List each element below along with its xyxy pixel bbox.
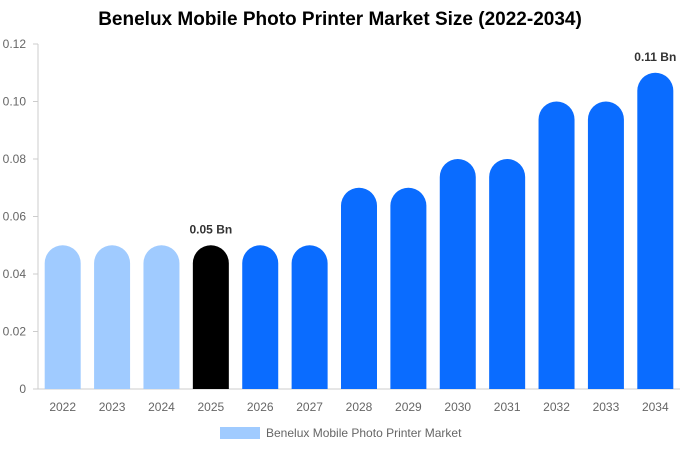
- x-tick-label: 2034: [642, 400, 669, 414]
- x-tick-label: 2031: [494, 400, 521, 414]
- y-tick-label: 0.06: [3, 210, 27, 224]
- bar: [538, 101, 575, 389]
- x-tick-label: 2023: [99, 400, 126, 414]
- bar: [44, 245, 81, 389]
- x-tick-label: 2033: [593, 400, 620, 414]
- x-tick-label: 2029: [395, 400, 422, 414]
- bar: [587, 101, 624, 389]
- x-tick-label: 2024: [148, 400, 175, 414]
- bar: [94, 245, 131, 389]
- chart-title: Benelux Mobile Photo Printer Market Size…: [98, 9, 582, 30]
- bar: [291, 245, 328, 389]
- y-tick-label: 0.04: [3, 267, 27, 281]
- legend: Benelux Mobile Photo Printer Market: [220, 426, 461, 440]
- x-tick-label: 2032: [543, 400, 570, 414]
- y-tick-label: 0: [19, 382, 26, 396]
- x-tick-label: 2028: [346, 400, 373, 414]
- bar: [489, 158, 526, 389]
- bar: [143, 245, 180, 389]
- y-tick-label: 0.02: [3, 325, 27, 339]
- y-tick-label: 0.08: [3, 152, 27, 166]
- x-tick-label: 2030: [444, 400, 471, 414]
- bar: [390, 187, 427, 389]
- x-tick-label: 2027: [296, 400, 323, 414]
- legend-label: Benelux Mobile Photo Printer Market: [266, 426, 462, 440]
- y-tick-label: 0.10: [3, 95, 27, 109]
- bar: [439, 159, 476, 389]
- bar: [242, 245, 279, 389]
- legend-swatch: [220, 427, 260, 439]
- x-tick-label: 2026: [247, 400, 274, 414]
- bar: [192, 245, 229, 389]
- x-tick-label: 2022: [49, 400, 76, 414]
- data-label: 0.05 Bn: [190, 222, 233, 236]
- bar: [341, 187, 377, 389]
- bar: [637, 72, 674, 389]
- data-label: 0.11 Bn: [634, 50, 676, 64]
- x-tick-label: 2025: [197, 400, 224, 414]
- y-tick-label: 0.12: [3, 37, 27, 51]
